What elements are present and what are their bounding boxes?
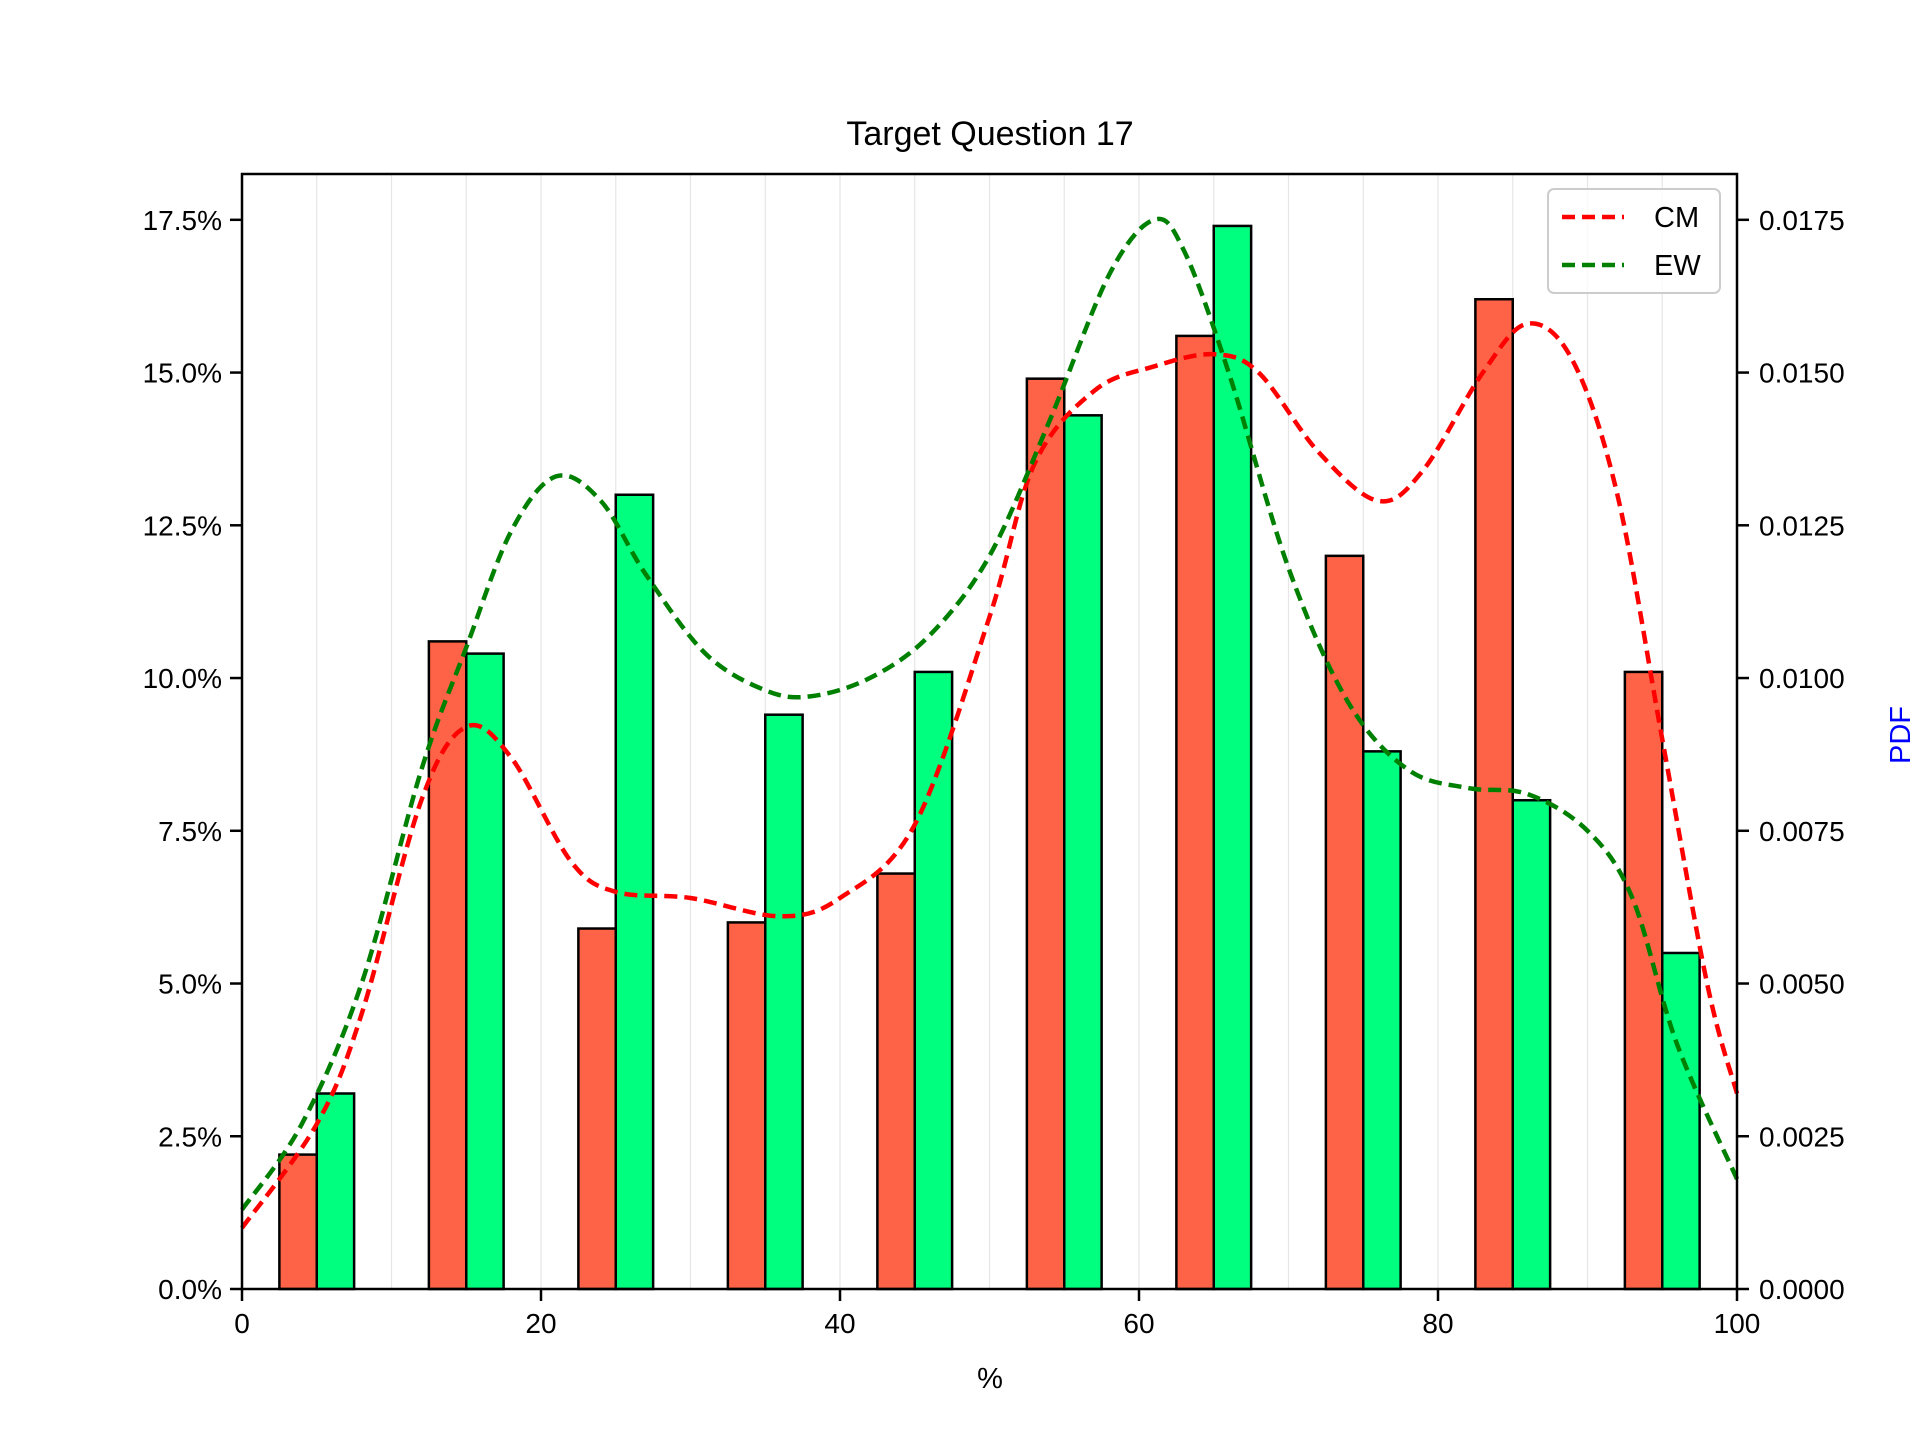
pdf-line-ew (240, 216, 1740, 1211)
bar-cm (1474, 297, 1514, 1291)
chart-title: Target Question 17 (846, 115, 1133, 153)
bar-cm (577, 927, 617, 1291)
plot-frame (240, 172, 1739, 1291)
bars-layer (278, 224, 1701, 1291)
legend: CM EW (1547, 188, 1721, 294)
y2-tick-label: 0.0175 (1759, 205, 1845, 236)
bar-cm (427, 640, 468, 1291)
bar-ew (913, 670, 954, 1291)
grid-layer (316, 174, 1663, 1289)
bar-cm (1025, 377, 1066, 1291)
y2-tick-label: 0.0050 (1759, 969, 1845, 1000)
x-tick-label: 40 (824, 1308, 855, 1339)
y-tick-label: 0.0% (158, 1274, 222, 1305)
y-axis-right: 0.0000 0.0025 0.0050 0.0075 0.0100 0.0125 0.01… (1737, 205, 1845, 1305)
y2-tick-label: 0.0025 (1759, 1121, 1845, 1152)
x-axis: 0 20 40 60 80 100 (234, 1289, 1760, 1339)
bar-ew (1362, 750, 1402, 1291)
y-tick-label: 5.0% (158, 969, 222, 1000)
y-tick-label: 12.5% (143, 510, 222, 541)
y-axis-left: 0.0% 2.5% 5.0% 7.5% 10.0% 12.5% 15.0% 17.5% (143, 205, 242, 1305)
bar-cm (1623, 670, 1664, 1291)
bar-ew (614, 493, 655, 1291)
bar-ew (1212, 224, 1253, 1291)
x-tick-label: 20 (525, 1308, 556, 1339)
bar-ew (465, 652, 505, 1291)
y-tick-label: 15.0% (143, 358, 222, 389)
bar-ew (1511, 798, 1552, 1291)
bar-ew (315, 1092, 356, 1291)
x-tick-label: 60 (1123, 1308, 1154, 1339)
bar-cm (726, 921, 767, 1291)
legend-label-cm: CM (1654, 202, 1699, 234)
x-tick-label: 0 (234, 1308, 250, 1339)
pdf-line-cm (240, 321, 1740, 1230)
bar-ew (1661, 951, 1701, 1291)
y2-tick-label: 0.0100 (1759, 663, 1845, 694)
y-tick-label: 17.5% (143, 205, 222, 236)
y-tick-label: 2.5% (158, 1121, 222, 1152)
bar-cm (1175, 334, 1215, 1291)
y2-tick-label: 0.0075 (1759, 816, 1845, 847)
pdf-lines-layer (240, 216, 1740, 1230)
bar-ew (1063, 414, 1103, 1291)
bar-cm (1324, 554, 1365, 1291)
y2-tick-label: 0.0125 (1759, 510, 1845, 541)
y-tick-label: 10.0% (143, 663, 222, 694)
y-tick-label: 7.5% (158, 816, 222, 847)
y2-tick-label: 0.0150 (1759, 358, 1845, 389)
x-axis-label: % (977, 1363, 1003, 1395)
x-tick-label: 80 (1422, 1308, 1453, 1339)
y2-axis-label: PDF (1885, 706, 1917, 764)
x-tick-label: 100 (1714, 1308, 1761, 1339)
bar-cm (876, 872, 916, 1291)
bar-ew (764, 713, 804, 1291)
y2-tick-label: 0.0000 (1759, 1274, 1845, 1305)
legend-label-ew: EW (1654, 250, 1701, 282)
